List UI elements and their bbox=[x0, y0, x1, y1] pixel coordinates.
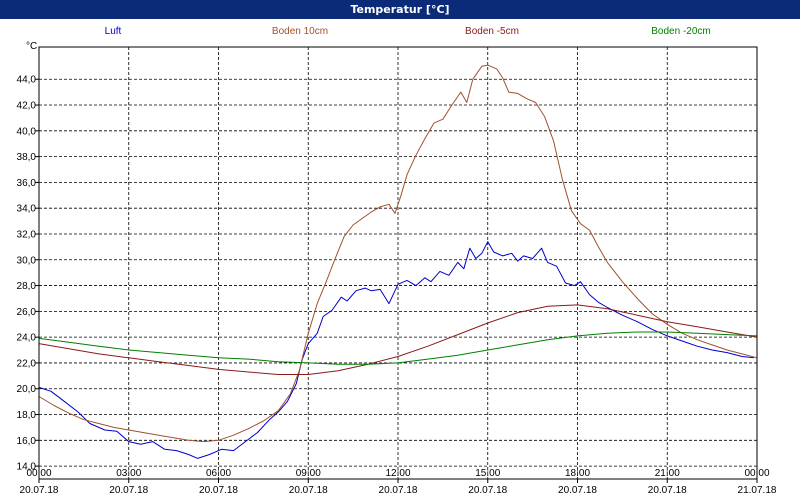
legend-entry: Luft bbox=[105, 26, 122, 37]
y-tick-label: 38,0 bbox=[17, 152, 37, 163]
x-axis-ticks: 00:00 20.07.18 03:00 20.07.18 06:00 20.07.18 0… bbox=[20, 468, 777, 496]
y-tick-label: 18,0 bbox=[17, 410, 37, 421]
y-tick-label: 44,0 bbox=[17, 75, 37, 86]
x-tick-date: 21.07.18 bbox=[738, 485, 777, 496]
legend-entry: Boden 10cm bbox=[272, 26, 328, 37]
y-tick-label: 26,0 bbox=[17, 307, 37, 318]
y-tick-label: 20,0 bbox=[17, 384, 37, 395]
x-tick-date: 20.07.18 bbox=[558, 485, 597, 496]
y-tick-label: 34,0 bbox=[17, 204, 37, 215]
series-line-1 bbox=[38, 64, 758, 443]
y-tick-label: 24,0 bbox=[17, 333, 37, 344]
y-tick-label: 14,0 bbox=[17, 462, 37, 473]
grid bbox=[39, 47, 757, 479]
x-tick-date: 20.07.18 bbox=[648, 485, 687, 496]
chart-title: Temperatur [°C] bbox=[0, 0, 800, 19]
y-tick-label: 30,0 bbox=[17, 255, 37, 266]
legend-entry: Boden -5cm bbox=[465, 26, 519, 37]
y-tick-label: 42,0 bbox=[17, 101, 37, 112]
x-tick-date: 20.07.18 bbox=[199, 485, 238, 496]
x-tick-time: 06:00 bbox=[206, 468, 231, 479]
x-tick-time: 00:00 bbox=[26, 468, 51, 479]
y-tick-label: 40,0 bbox=[17, 126, 37, 137]
x-tick-date: 20.07.18 bbox=[109, 485, 148, 496]
x-tick-time: 09:00 bbox=[296, 468, 321, 479]
x-tick-date: 20.07.18 bbox=[20, 485, 59, 496]
x-tick-date: 20.07.18 bbox=[289, 485, 328, 496]
series-line-0 bbox=[38, 241, 755, 459]
x-tick-date: 20.07.18 bbox=[468, 485, 507, 496]
x-tick-time: 15:00 bbox=[475, 468, 500, 479]
temperature-chart: °C Luft Boden 10cm Boden -5cm Boden -20cm 1… bbox=[17, 26, 777, 496]
y-tick-label: 36,0 bbox=[17, 178, 37, 189]
legend: Luft Boden 10cm Boden -5cm Boden -20cm bbox=[105, 26, 711, 37]
series-line-2 bbox=[38, 304, 758, 375]
x-tick-time: 00:00 bbox=[744, 468, 769, 479]
y-tick-label: 22,0 bbox=[17, 358, 37, 369]
series-line-3 bbox=[38, 331, 758, 365]
x-tick-time: 03:00 bbox=[116, 468, 141, 479]
y-tick-label: 16,0 bbox=[17, 436, 37, 447]
x-tick-time: 21:00 bbox=[655, 468, 680, 479]
y-tick-label: 28,0 bbox=[17, 281, 37, 292]
y-axis-unit: °C bbox=[26, 41, 37, 52]
y-tick-label: 32,0 bbox=[17, 229, 37, 240]
x-tick-time: 18:00 bbox=[565, 468, 590, 479]
series-lines bbox=[38, 64, 758, 459]
y-axis-ticks: 14,0 16,0 18,0 20,0 22,0 24,0 26,0 28,0 30,0 32,0… bbox=[17, 75, 39, 473]
legend-entry: Boden -20cm bbox=[651, 26, 710, 37]
x-tick-date: 20.07.18 bbox=[379, 485, 418, 496]
x-tick-time: 12:00 bbox=[385, 468, 410, 479]
